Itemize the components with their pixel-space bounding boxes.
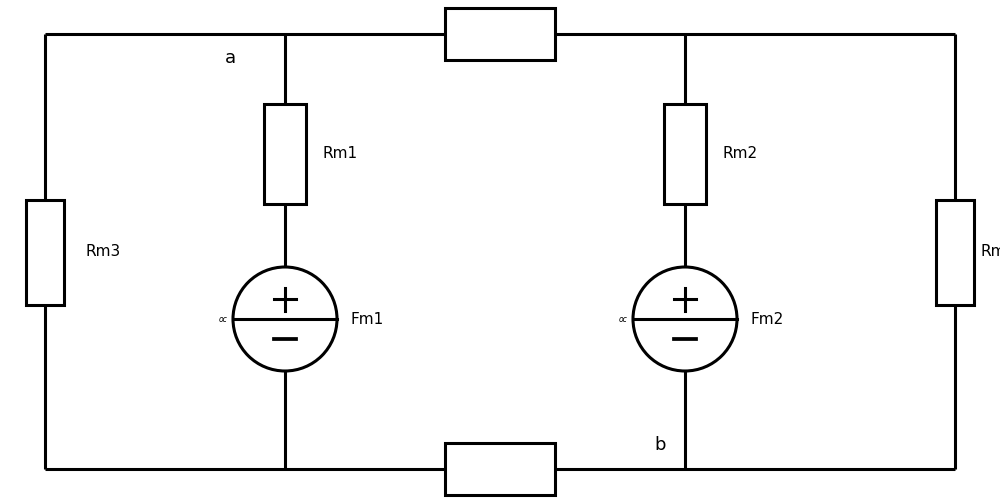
- Text: Rm4: Rm4: [980, 244, 1000, 260]
- FancyBboxPatch shape: [26, 200, 64, 304]
- Text: Rm2: Rm2: [723, 147, 758, 161]
- Text: Fm2: Fm2: [750, 311, 783, 327]
- FancyBboxPatch shape: [264, 104, 306, 204]
- FancyBboxPatch shape: [936, 200, 974, 304]
- Text: Fm1: Fm1: [350, 311, 383, 327]
- FancyBboxPatch shape: [445, 8, 555, 60]
- Text: Rm1: Rm1: [323, 147, 358, 161]
- FancyBboxPatch shape: [445, 443, 555, 495]
- Circle shape: [633, 267, 737, 371]
- Text: a: a: [224, 49, 236, 67]
- Circle shape: [233, 267, 337, 371]
- Text: Rm3: Rm3: [85, 244, 120, 260]
- Text: oc: oc: [219, 314, 228, 324]
- Text: oc: oc: [619, 314, 628, 324]
- FancyBboxPatch shape: [664, 104, 706, 204]
- Text: b: b: [654, 436, 666, 454]
